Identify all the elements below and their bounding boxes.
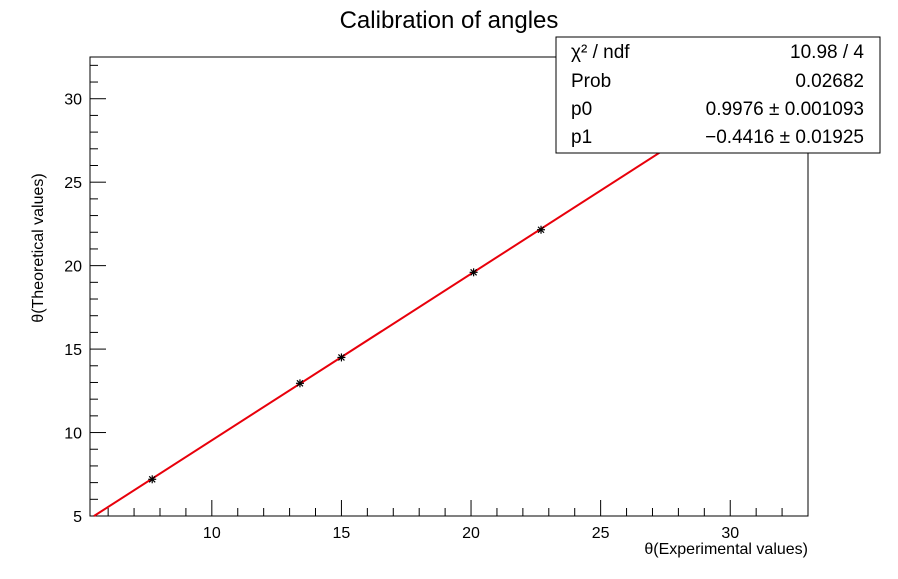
y-tick-label: 20 xyxy=(64,259,82,276)
x-tick-label: 30 xyxy=(721,525,739,542)
x-tick-label: 15 xyxy=(333,525,351,542)
y-axis-label: θ(Theoretical values) xyxy=(30,173,47,322)
x-tick-label: 10 xyxy=(203,525,221,542)
stats-value-chi2: 10.98 / 4 xyxy=(790,42,864,63)
x-tick-label: 25 xyxy=(592,525,610,542)
fit-stats-box: χ² / ndf 10.98 / 4 Prob 0.02682 p0 0.997… xyxy=(556,37,880,153)
x-tick-label: 20 xyxy=(462,525,480,542)
stats-label-p0: p0 xyxy=(571,99,592,120)
data-point xyxy=(296,379,304,387)
stats-value-p1: −0.4416 ± 0.01925 xyxy=(705,127,864,148)
data-point xyxy=(337,353,345,361)
y-tick-label: 25 xyxy=(64,175,82,192)
x-axis-label: θ(Experimental values) xyxy=(644,541,808,558)
data-point xyxy=(148,475,156,483)
y-tick-label: 5 xyxy=(73,509,82,526)
stats-label-prob: Prob xyxy=(571,71,611,92)
data-point xyxy=(537,226,545,234)
y-tick-label: 15 xyxy=(64,342,82,359)
y-tick-label: 10 xyxy=(64,426,82,443)
stats-label-p1: p1 xyxy=(571,127,592,148)
stats-label-chi2: χ² / ndf xyxy=(571,42,630,63)
stats-value-p0: 0.9976 ± 0.001093 xyxy=(706,99,864,120)
chart-title: Calibration of angles xyxy=(340,7,559,34)
stats-value-prob: 0.02682 xyxy=(795,71,864,92)
data-point xyxy=(470,268,478,276)
y-tick-label: 30 xyxy=(64,92,82,109)
